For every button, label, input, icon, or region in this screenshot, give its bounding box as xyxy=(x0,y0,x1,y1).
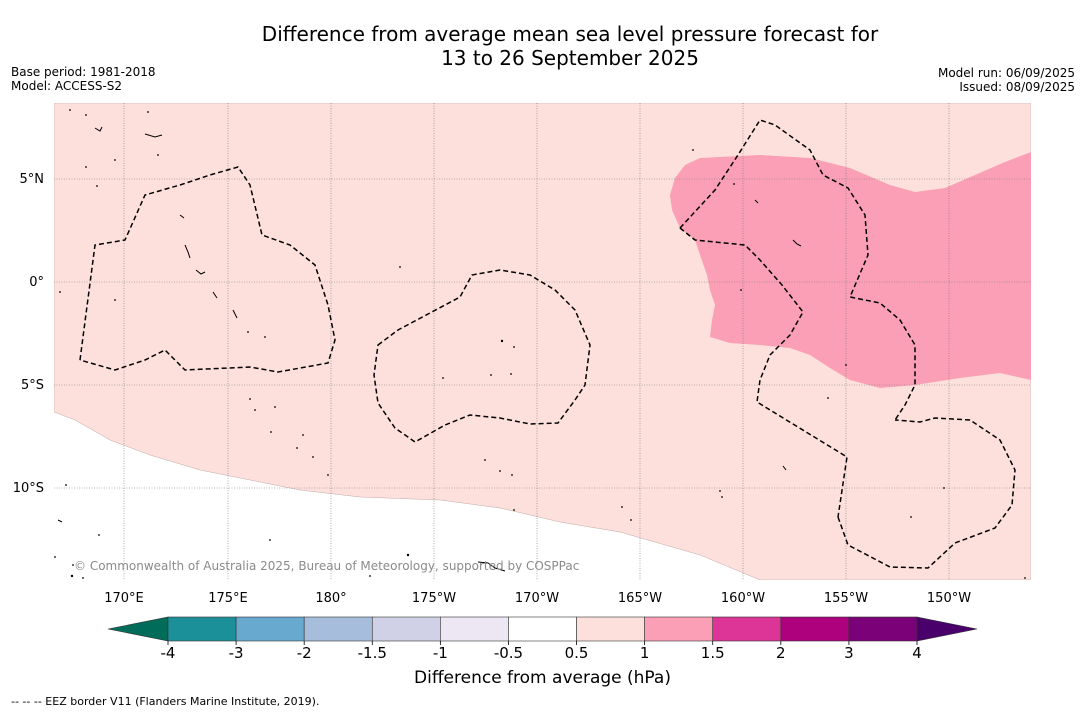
island xyxy=(94,126,103,132)
colorbar-tick-label: -4 xyxy=(161,644,176,662)
colorbar: -4 -3 -2 -1.5 -1 -0.5 0.5 1 1.5 2 3 4 xyxy=(107,616,978,662)
model-run: Model run: 06/09/2025 xyxy=(937,66,1075,80)
anomaly-region-1-to-1-5 xyxy=(670,152,1031,388)
colorbar-segment xyxy=(644,616,714,642)
eez-footnote: -- -- -- EEZ border V11 (Flanders Marine… xyxy=(11,695,320,708)
colorbar-tick-label: -0.5 xyxy=(494,644,523,662)
title-line-2: 13 to 26 September 2025 xyxy=(441,46,699,70)
island xyxy=(212,291,218,299)
latitude-labels: 5°N 0° 5°S 10°S xyxy=(13,172,44,496)
colorbar-segment xyxy=(848,616,918,642)
colorbar-tick-label: -2 xyxy=(297,644,312,662)
model-name: Model: ACCESS-S2 xyxy=(11,79,123,93)
graticule xyxy=(54,103,1031,580)
lat-label: 10°S xyxy=(13,481,44,496)
base-period: Base period: 1981-2018 xyxy=(11,65,156,79)
colorbar-segment xyxy=(235,616,305,642)
lon-label: 165°W xyxy=(618,591,662,606)
colorbar-tick-label: 1.5 xyxy=(701,644,725,662)
lon-label: 175°E xyxy=(208,591,248,606)
colorbar-under-arrow xyxy=(107,616,169,642)
lat-label: 5°S xyxy=(21,378,44,393)
lon-label: 175°W xyxy=(412,591,456,606)
longitude-labels: 170°E 175°E 180° 175°W 170°W 165°W 160°W… xyxy=(104,591,971,606)
eez-phoenix-islands xyxy=(679,227,848,518)
eez-kiribati-gilbert xyxy=(79,166,336,373)
colorbar-segment xyxy=(440,616,509,642)
colorbar-segment xyxy=(371,616,441,642)
lon-label: 170°E xyxy=(104,591,144,606)
island xyxy=(477,561,506,572)
colorbar-segment xyxy=(508,616,577,642)
eez-line-islands xyxy=(679,119,916,421)
title-line-1: Difference from average mean sea level p… xyxy=(261,22,879,46)
lon-label: 170°W xyxy=(515,591,559,606)
island xyxy=(782,465,787,471)
island xyxy=(792,239,802,247)
colorbar-tick-label: 1 xyxy=(640,644,650,662)
island xyxy=(144,133,163,138)
colorbar-tick-label: 2 xyxy=(776,644,786,662)
meta-left: Base period: 1981-2018 Model: ACCESS-S2 xyxy=(11,65,156,93)
colorbar-segment xyxy=(780,616,850,642)
issued-date: Issued: 08/09/2025 xyxy=(959,80,1075,94)
map-area xyxy=(54,103,1031,580)
eez-tuvalu-tokelau xyxy=(373,269,591,443)
colorbar-segment xyxy=(303,616,373,642)
island-dots xyxy=(54,109,1026,579)
eez-cook-islands xyxy=(837,417,1016,569)
colorbar-tick-label: 0.5 xyxy=(565,644,589,662)
colorbar-segment xyxy=(712,616,782,642)
colorbar-segment xyxy=(167,616,237,642)
lon-label: 150°W xyxy=(927,591,971,606)
colorbar-tick-label: -1 xyxy=(433,644,448,662)
island xyxy=(754,199,759,204)
island xyxy=(57,519,63,523)
island xyxy=(179,214,185,219)
island xyxy=(184,244,191,259)
colorbar-over-arrow xyxy=(916,616,978,642)
copyright-notice: © Commonwealth of Australia 2025, Bureau… xyxy=(74,559,580,573)
map-title: Difference from average mean sea level p… xyxy=(0,22,1085,70)
colorbar-tick-label: -1.5 xyxy=(358,644,387,662)
lat-label: 5°N xyxy=(20,172,45,187)
island xyxy=(195,269,206,275)
meta-right: Model run: 06/09/2025 Issued: 08/09/2025 xyxy=(938,66,1075,94)
eez-borders xyxy=(79,119,1016,569)
island xyxy=(232,309,238,319)
lon-label: 160°W xyxy=(721,591,765,606)
colorbar-title: Difference from average (hPa) xyxy=(414,668,671,688)
lat-label: 0° xyxy=(29,275,44,290)
colorbar-segment xyxy=(576,616,645,642)
islands xyxy=(57,126,802,572)
colorbar-tick-label: 3 xyxy=(844,644,854,662)
lon-label: 180° xyxy=(315,591,346,606)
colorbar-tick-label: 4 xyxy=(912,644,922,662)
lon-label: 155°W xyxy=(824,591,868,606)
colorbar-tick-label: -3 xyxy=(229,644,244,662)
